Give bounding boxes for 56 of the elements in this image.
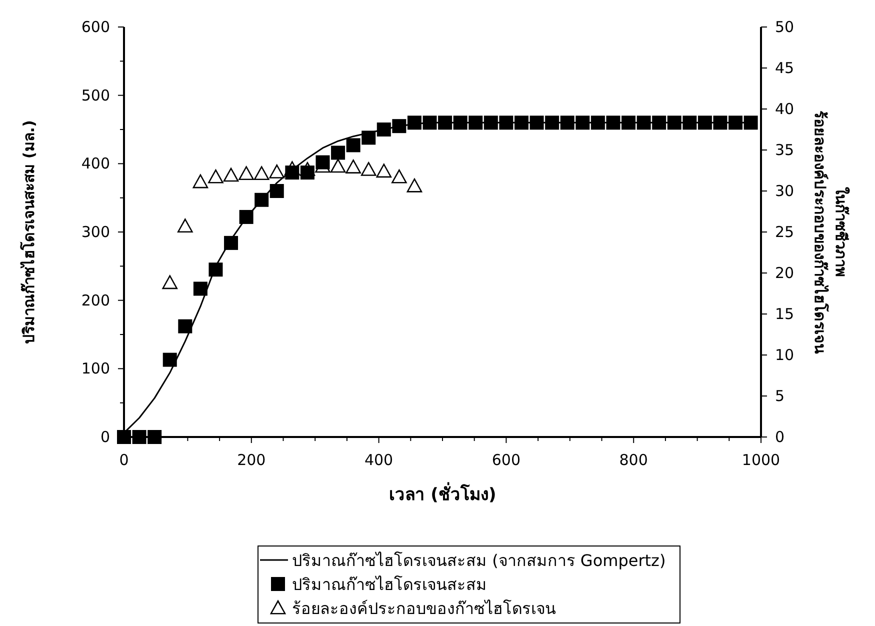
point <box>330 158 346 173</box>
y2-tick-label: 35 <box>775 141 794 159</box>
point <box>744 116 758 130</box>
point <box>269 164 285 178</box>
point <box>178 218 193 233</box>
point <box>162 352 177 367</box>
point <box>117 430 131 444</box>
point <box>270 184 284 198</box>
y2-tick-label: 10 <box>775 346 794 364</box>
y-tick-label: 300 <box>81 223 110 241</box>
legend-label: ปริมาณก๊าซไฮโดรเจนสะสม (จากสมการ Gompertz) <box>292 551 666 570</box>
x-tick-label: 200 <box>237 451 266 469</box>
point <box>193 282 208 296</box>
x-tick-label: 1000 <box>742 451 780 469</box>
y-tick-label: 400 <box>81 154 110 173</box>
x-tick-label: 800 <box>619 451 648 469</box>
point <box>254 166 270 180</box>
y-tick-label: 200 <box>81 291 110 310</box>
point <box>346 160 361 174</box>
point <box>223 168 239 182</box>
y2-tick-label: 30 <box>775 182 794 200</box>
point <box>132 430 146 444</box>
y2-axis-title: ร้อยละองค์ประกอบของก๊าซไฮโดรเจน ในก๊าซชีวภาพ <box>811 110 850 354</box>
legend-label: ร้อยละองค์ประกอบของก๊าซไฮโดรเจน <box>292 599 556 618</box>
point <box>376 164 392 178</box>
x-tick-label: 0 <box>119 451 129 469</box>
x-tick-label: 400 <box>364 451 394 469</box>
x-axis-title: เวลา (ชั่วโมง) <box>388 482 496 505</box>
y2-tick-label: 50 <box>775 18 794 36</box>
point <box>148 430 162 444</box>
point <box>238 166 254 180</box>
point <box>406 178 422 192</box>
y-tick-label: 500 <box>81 86 110 104</box>
x-tick-label: 600 <box>492 451 521 469</box>
point <box>300 166 314 180</box>
y-axis-title: ปริมาณก๊าซไฮโดรเจนสะสม (มล.) <box>19 120 38 344</box>
point <box>192 174 208 188</box>
point <box>346 138 360 152</box>
point <box>178 319 192 334</box>
point <box>316 155 330 170</box>
point <box>331 146 346 160</box>
point <box>162 275 178 290</box>
y2-tick-label: 25 <box>775 223 794 241</box>
y2-tick-label: 45 <box>775 59 794 77</box>
y2-tick-label: 15 <box>775 305 794 323</box>
y2-tick-label: 20 <box>775 264 794 282</box>
y-tick-label: 600 <box>81 18 110 36</box>
y2-tick-label: 40 <box>775 100 794 118</box>
y-tick-label: 0 <box>100 428 110 446</box>
point <box>208 169 224 184</box>
y2-tick-label: 0 <box>775 428 785 446</box>
point <box>360 162 376 176</box>
y-tick-label: 100 <box>81 360 110 378</box>
legend-label: ปริมาณก๊าซไฮโดรเจนสะสม <box>292 575 487 594</box>
point <box>392 169 407 184</box>
y2-tick-label: 5 <box>775 387 785 405</box>
